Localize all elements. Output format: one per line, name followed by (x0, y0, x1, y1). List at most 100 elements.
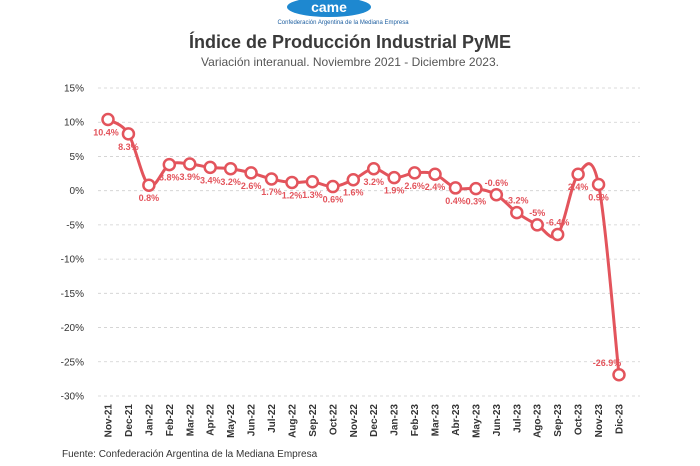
x-tick-label: Nov-22 (349, 404, 360, 438)
data-point (264, 172, 279, 186)
data-point (510, 205, 524, 220)
y-tick-label: 15% (64, 84, 84, 95)
data-label: -26.9% (593, 358, 622, 368)
source-note: Fuente: Confederación Argentina de la Me… (62, 449, 318, 460)
data-label: 2.6% (404, 181, 425, 191)
x-tick-label: Oct-22 (328, 404, 339, 436)
x-tick-label: Feb-22 (165, 404, 176, 437)
x-tick-label: Mar-22 (185, 404, 196, 437)
y-tick-label: -30% (61, 392, 84, 403)
data-label: 3.2% (220, 177, 241, 187)
data-point (101, 112, 115, 127)
x-tick-label: Dic-23 (615, 404, 626, 434)
data-point (142, 178, 156, 192)
y-tick-label: -25% (61, 357, 84, 368)
data-point (407, 166, 422, 180)
data-point (285, 175, 299, 190)
data-label: 2.4% (568, 182, 589, 192)
x-tick-label: Nov-23 (594, 404, 605, 438)
data-point (387, 170, 401, 185)
x-tick-label: Jun-22 (247, 404, 258, 437)
x-tick-label: Mar-23 (431, 404, 442, 437)
y-tick-label: -5% (66, 220, 84, 231)
data-label: 0.9% (588, 193, 609, 203)
grid (98, 87, 640, 397)
x-tick-label: May-22 (226, 404, 237, 438)
x-tick-label: Apr-22 (206, 404, 217, 436)
logo-caption: Confederación Argentina de la Mediana Em… (277, 20, 409, 26)
x-tick-label: Ago-23 (533, 404, 544, 438)
x-tick-label: Jul-23 (512, 404, 523, 433)
data-label: 3.4% (200, 175, 221, 185)
data-label: -6.4% (546, 217, 570, 227)
data-point (121, 127, 136, 141)
y-axis: 15% 10% 5% 0% -5% -10% -15% -20% -25% -30% (61, 84, 84, 403)
data-point (223, 162, 238, 176)
series-line-path (107, 118, 621, 375)
x-tick-label: Jan-22 (144, 404, 155, 436)
y-tick-label: 10% (64, 118, 84, 129)
y-tick-label: -15% (61, 289, 84, 300)
x-tick-label: Sep-22 (308, 404, 319, 437)
data-point (346, 172, 361, 187)
data-label: 0.8% (139, 193, 160, 203)
x-tick-label: Nov-21 (104, 404, 115, 438)
data-point (469, 181, 483, 196)
data-label: 3.8% (159, 173, 180, 183)
data-point (366, 162, 381, 176)
x-tick-label: Feb-23 (410, 404, 421, 437)
data-labels: 10.4%8.3%0.8%3.8% 3.9% 3.4% 3.2% 2.6%1.7% 1.2… (93, 127, 621, 367)
x-tick-label: Jan-23 (390, 404, 401, 436)
y-tick-label: -20% (61, 323, 84, 334)
x-tick-label: Jul-22 (267, 404, 278, 433)
logo-text: came (311, 0, 347, 15)
x-tick-label: Dec-22 (369, 404, 380, 437)
data-label: -3.2% (505, 196, 529, 206)
data-label: -0.6% (485, 178, 509, 188)
data-label: 1.3% (302, 190, 323, 200)
x-tick-label: May-23 (471, 404, 482, 438)
y-tick-label: -10% (61, 255, 84, 266)
data-label: 0.3% (466, 197, 487, 207)
data-label: 2.4% (425, 182, 446, 192)
came-logo: came Confederación Argentina de la Media… (277, 0, 409, 26)
chart-title: Índice de Producción Industrial PyME (188, 32, 512, 52)
data-point (305, 175, 320, 189)
x-tick-label: Sep-23 (553, 404, 564, 437)
data-label: 1.2% (282, 190, 303, 200)
y-tick-label: 0% (70, 186, 85, 197)
data-label: 2.6% (241, 181, 262, 191)
x-tick-label: Dec-21 (124, 404, 135, 437)
x-tick-label: Abr-23 (451, 404, 462, 436)
data-point (203, 160, 217, 175)
data-label: 1.6% (343, 188, 364, 198)
x-tick-label: Jun-23 (492, 404, 503, 437)
data-label: 0.4% (445, 196, 466, 206)
data-label: 1.7% (261, 187, 282, 197)
data-label: 10.4% (93, 127, 119, 137)
logo-mark (287, 0, 371, 17)
x-tick-label: Aug-22 (287, 404, 298, 438)
x-tick-label: Oct-23 (574, 404, 585, 436)
data-point (591, 177, 606, 192)
data-label: 3.2% (363, 177, 384, 187)
data-point (183, 157, 197, 171)
data-label: 0.6% (323, 195, 344, 205)
x-axis: Nov-21 Dec-21 Jan-22 Feb-22 Mar-22 Apr-22 May-… (104, 404, 626, 438)
data-point (244, 166, 258, 180)
data-point (530, 218, 544, 232)
data-point (428, 167, 442, 181)
data-label: -5% (529, 208, 545, 218)
data-point (162, 157, 177, 172)
data-point (550, 227, 565, 242)
chart-subtitle: Variación interanual. Noviembre 2021 - D… (201, 55, 499, 69)
data-label: 8.3% (118, 142, 139, 152)
data-label: 3.9% (180, 172, 201, 182)
y-tick-label: 5% (70, 152, 85, 163)
data-label: 1.9% (384, 186, 405, 196)
data-point (326, 179, 340, 194)
data-point (448, 181, 463, 195)
data-point (612, 368, 626, 382)
data-point (571, 167, 585, 181)
